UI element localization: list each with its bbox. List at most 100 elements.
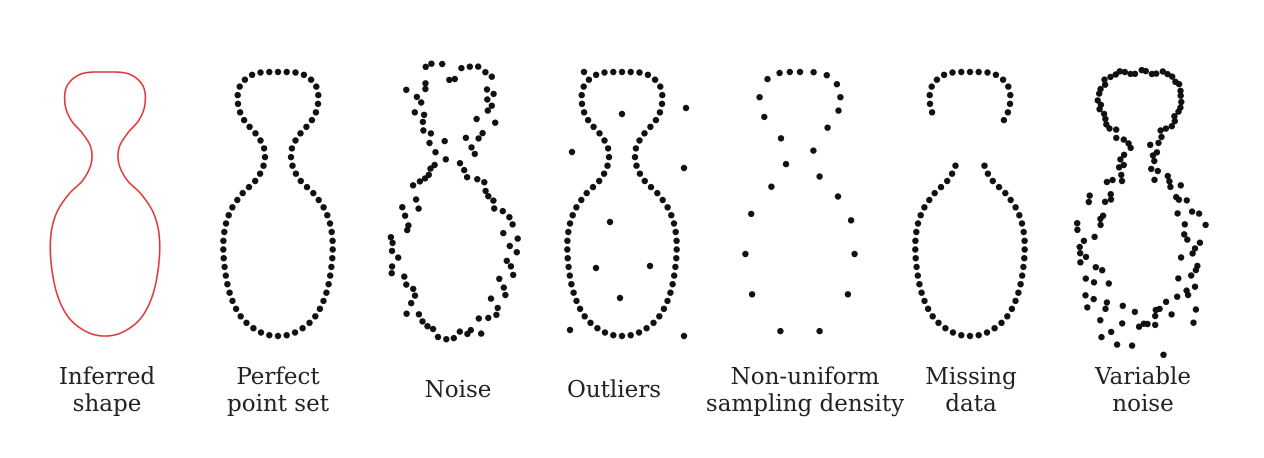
sample-point bbox=[429, 325, 437, 333]
sample-point bbox=[1151, 176, 1158, 183]
sample-point bbox=[418, 99, 425, 106]
sample-point bbox=[312, 109, 320, 116]
sample-point bbox=[310, 189, 317, 197]
sample-point bbox=[1103, 299, 1111, 306]
sample-point bbox=[1151, 157, 1158, 165]
sample-point bbox=[1006, 100, 1014, 108]
sample-point bbox=[913, 228, 920, 236]
sample-point bbox=[478, 330, 485, 337]
sample-point bbox=[412, 196, 420, 203]
sample-point bbox=[672, 263, 679, 271]
sample-point bbox=[462, 134, 470, 141]
sample-point bbox=[415, 205, 422, 212]
sample-point bbox=[635, 329, 643, 336]
sample-point bbox=[573, 297, 580, 305]
sample-point bbox=[924, 305, 932, 312]
sample-point bbox=[329, 246, 336, 253]
sample-point bbox=[1191, 245, 1199, 252]
sample-point bbox=[636, 170, 644, 177]
sample-point bbox=[252, 130, 259, 137]
sample-point bbox=[654, 189, 661, 197]
sample-point bbox=[631, 153, 639, 161]
sample-point bbox=[578, 100, 586, 108]
sample-point bbox=[1091, 233, 1098, 240]
sample-point bbox=[604, 145, 612, 152]
sample-point bbox=[403, 86, 410, 94]
sample-point bbox=[234, 100, 242, 108]
sample-point bbox=[1175, 108, 1182, 115]
sample-point bbox=[220, 237, 227, 244]
label-line: Inferred bbox=[58, 364, 156, 390]
sample-point bbox=[291, 329, 299, 336]
label-line: Missing bbox=[925, 364, 1017, 390]
sample-point bbox=[748, 210, 755, 218]
sample-point bbox=[601, 137, 608, 144]
sample-point bbox=[566, 220, 574, 227]
sample-point bbox=[569, 212, 576, 219]
sample-point bbox=[742, 250, 749, 258]
sample-point bbox=[1121, 68, 1129, 76]
sample-point bbox=[408, 299, 415, 307]
sample-point bbox=[566, 272, 573, 279]
sample-point bbox=[221, 263, 228, 271]
sample-point bbox=[999, 76, 1007, 83]
sample-point bbox=[573, 204, 580, 211]
sample-point bbox=[236, 83, 243, 90]
sample-point bbox=[1107, 196, 1115, 203]
sample-point bbox=[299, 325, 306, 332]
sample-point bbox=[1092, 264, 1100, 271]
sample-point bbox=[1101, 81, 1109, 88]
sample-point bbox=[425, 171, 432, 178]
sample-point bbox=[266, 68, 273, 76]
sample-point bbox=[1171, 117, 1179, 125]
sample-point bbox=[514, 235, 521, 242]
sample-point bbox=[1192, 266, 1200, 274]
label-line: noise bbox=[1112, 391, 1174, 417]
sample-point bbox=[917, 212, 924, 219]
sample-point bbox=[992, 71, 1000, 79]
sample-point bbox=[510, 271, 517, 279]
sample-point bbox=[256, 170, 264, 177]
sample-point bbox=[673, 237, 680, 244]
sample-point bbox=[664, 297, 671, 305]
sample-point bbox=[1162, 298, 1170, 305]
sample-point bbox=[764, 75, 771, 83]
sample-point bbox=[1021, 246, 1028, 253]
sample-point bbox=[506, 214, 513, 221]
panel-non-uniform-sampling bbox=[742, 68, 858, 335]
sample-point bbox=[1099, 212, 1107, 219]
sample-point bbox=[411, 109, 418, 116]
outlier-point bbox=[646, 262, 654, 270]
sample-point bbox=[329, 255, 336, 262]
label-missing-data: Missing data bbox=[871, 364, 1071, 418]
sample-point bbox=[650, 319, 657, 326]
label-inferred-shape: Inferred shape bbox=[7, 364, 207, 418]
sample-point bbox=[633, 162, 640, 169]
sample-point bbox=[250, 325, 257, 332]
sample-point bbox=[1116, 68, 1124, 75]
sample-point bbox=[468, 144, 475, 151]
sample-point bbox=[834, 193, 842, 200]
sample-point bbox=[600, 170, 608, 177]
sample-point bbox=[1174, 293, 1181, 300]
sample-point bbox=[981, 162, 988, 169]
sample-point bbox=[428, 60, 435, 67]
sample-point bbox=[260, 162, 267, 169]
sample-point bbox=[1107, 73, 1114, 81]
sample-point bbox=[387, 234, 395, 241]
sample-point bbox=[596, 130, 603, 137]
sample-point bbox=[492, 119, 499, 126]
sample-point bbox=[916, 281, 923, 288]
sample-point bbox=[401, 212, 409, 219]
sample-point bbox=[422, 63, 429, 70]
sample-point bbox=[1109, 176, 1116, 184]
panel-noise bbox=[387, 60, 521, 343]
sample-point bbox=[1077, 259, 1084, 266]
sample-point bbox=[931, 189, 938, 197]
sample-point bbox=[307, 76, 315, 83]
sample-point bbox=[297, 177, 304, 185]
sample-point bbox=[1097, 85, 1104, 93]
sample-point bbox=[300, 71, 308, 79]
sample-point bbox=[776, 69, 783, 77]
sample-point bbox=[266, 332, 273, 339]
